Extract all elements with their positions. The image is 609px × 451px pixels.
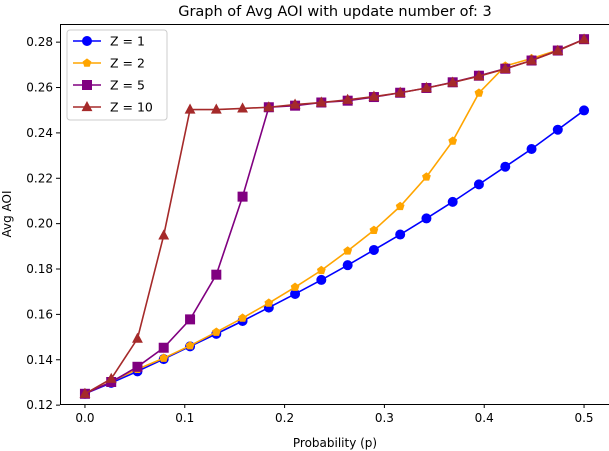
- x-tick-label: 0.3: [375, 411, 394, 425]
- legend-marker: [82, 58, 92, 67]
- y-tick-label: 0.22: [26, 171, 53, 185]
- series-1: [79, 105, 590, 399]
- data-point: [211, 269, 222, 280]
- data-point: [552, 124, 563, 135]
- data-point: [369, 225, 379, 234]
- data-point: [316, 274, 327, 285]
- legend-label: Z = 1: [110, 34, 145, 49]
- data-point: [579, 105, 590, 116]
- y-tick-label: 0.26: [26, 81, 53, 95]
- data-point: [447, 76, 459, 87]
- data-point: [237, 102, 249, 113]
- legend-label: Z = 2: [110, 56, 145, 71]
- data-point: [263, 101, 275, 112]
- x-tick-label: 0.1: [175, 411, 194, 425]
- data-point: [500, 161, 511, 172]
- legend-box: [66, 29, 168, 121]
- legend-label: Z = 5: [110, 78, 145, 93]
- data-point: [211, 327, 221, 336]
- data-point: [394, 86, 406, 97]
- y-tick-label: 0.16: [26, 307, 53, 321]
- data-point: [184, 103, 196, 114]
- data-point: [552, 44, 564, 55]
- data-point: [342, 260, 353, 271]
- data-point: [421, 213, 432, 224]
- x-tick-label: 0.2: [275, 411, 294, 425]
- y-tick-label: 0.14: [26, 353, 53, 367]
- data-point: [132, 361, 143, 372]
- legend-marker: [82, 80, 92, 90]
- x-tick-label: 0.5: [574, 411, 593, 425]
- data-point: [315, 96, 327, 107]
- data-point: [420, 81, 432, 93]
- data-point: [238, 313, 247, 322]
- data-point: [499, 62, 511, 74]
- y-tick-label: 0.20: [26, 217, 53, 231]
- y-tick-label: 0.28: [26, 35, 53, 49]
- data-point: [526, 144, 537, 155]
- chart-title: Graph of Avg AOI with update number of: …: [178, 4, 492, 20]
- data-point: [105, 372, 117, 383]
- data-point: [448, 136, 458, 145]
- data-point: [159, 353, 169, 362]
- data-point: [158, 342, 169, 353]
- x-tick-label: 0.4: [475, 411, 494, 425]
- y-axis-label: Avg AOI: [0, 190, 14, 237]
- data-point: [395, 229, 406, 240]
- data-point: [237, 191, 248, 202]
- y-tick-label: 0.24: [26, 126, 53, 140]
- x-axis: 0.0 0.1 0.2 0.3 0.4 0.5: [75, 404, 594, 425]
- legend: Z = 1 Z = 2 Z = 5 Z = 10: [66, 29, 168, 121]
- legend-marker: [81, 100, 93, 112]
- legend-marker: [82, 36, 92, 46]
- data-point: [185, 341, 195, 350]
- data-point: [447, 196, 458, 207]
- data-point: [342, 93, 354, 104]
- data-point: [158, 229, 170, 240]
- data-point: [290, 282, 300, 291]
- series-line: [84, 38, 585, 395]
- x-tick-label: 0.0: [75, 411, 94, 425]
- data-point: [185, 314, 196, 325]
- data-point: [132, 332, 143, 343]
- x-axis-label: Probability (p): [293, 436, 377, 450]
- data-point: [316, 265, 326, 275]
- data-point: [368, 90, 380, 101]
- data-point: [526, 54, 537, 65]
- data-point: [473, 70, 485, 81]
- data-point: [368, 244, 379, 255]
- data-point: [422, 172, 431, 181]
- data-point: [79, 387, 91, 398]
- y-axis: 0.12 0.14 0.16 0.18 0.20 0.22 0.24 0.26 0.28: [26, 35, 60, 412]
- data-point: [343, 246, 353, 255]
- data-point: [578, 33, 590, 44]
- data-point: [210, 103, 222, 114]
- y-tick-label: 0.12: [26, 398, 53, 412]
- legend-label: Z = 10: [110, 100, 153, 115]
- data-point: [473, 179, 484, 190]
- data-point: [264, 298, 274, 307]
- data-point: [289, 98, 301, 109]
- data-point: [395, 201, 405, 211]
- data-point: [474, 88, 484, 97]
- y-tick-label: 0.18: [26, 262, 53, 276]
- plot-frame: [60, 24, 609, 405]
- plot-area: [79, 33, 590, 399]
- series-4: [79, 33, 590, 398]
